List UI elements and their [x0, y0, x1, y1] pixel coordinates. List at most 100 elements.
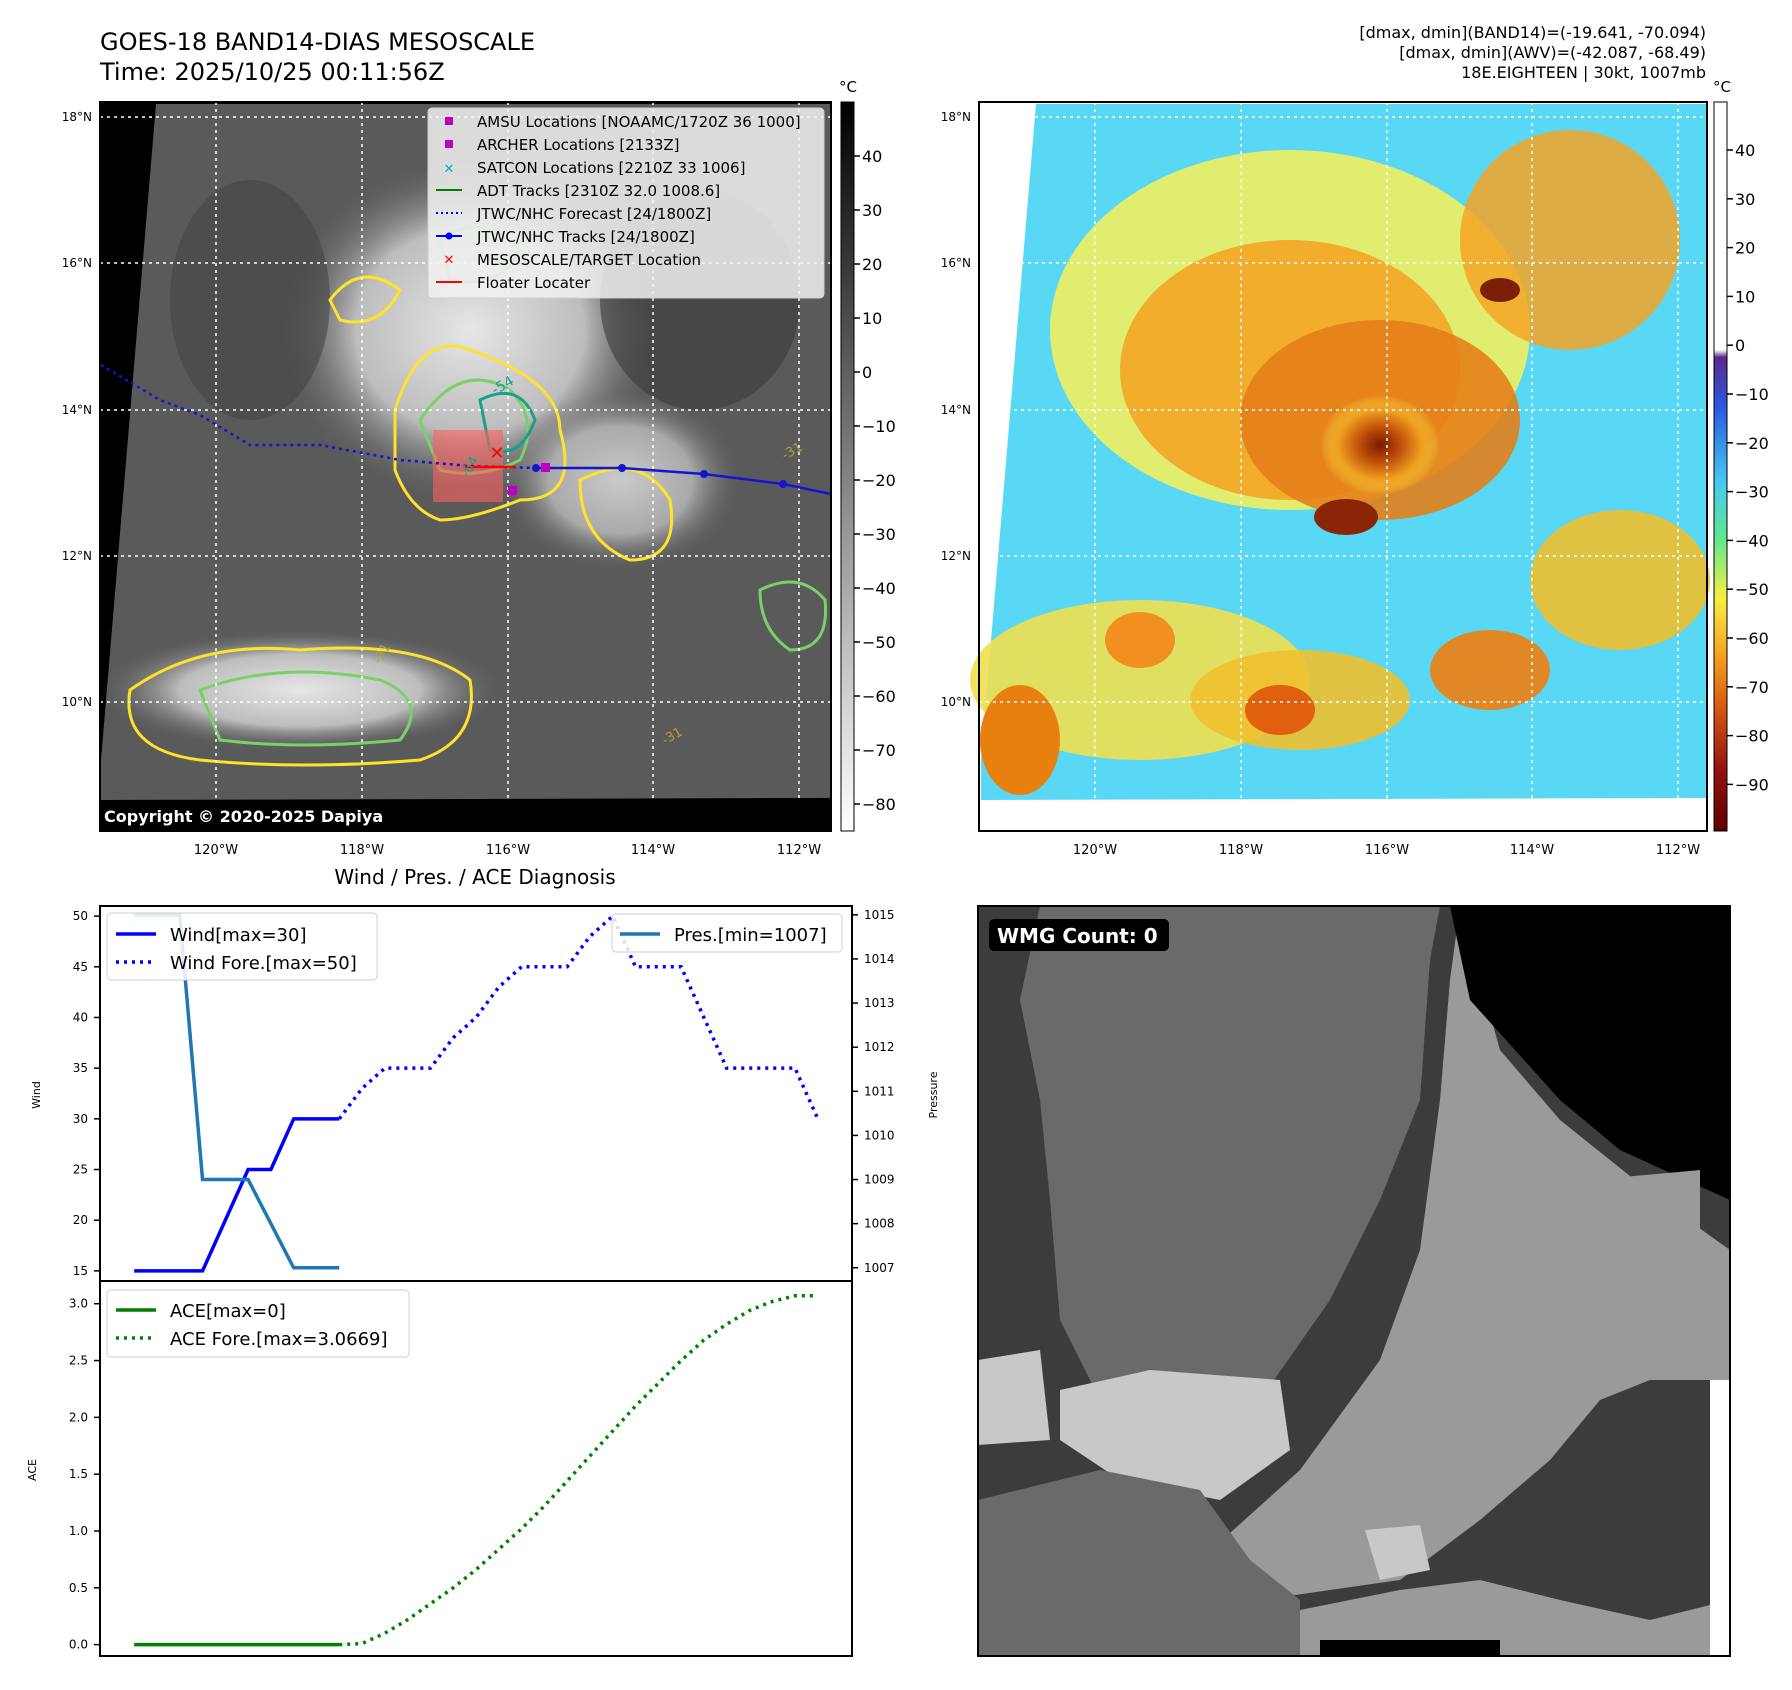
- legend-label-tracks: JTWC/NHC Tracks [24/1800Z]: [476, 228, 695, 246]
- svg-text:°C: °C: [839, 78, 857, 96]
- color-colorbar-tick-label: −90: [1735, 775, 1769, 794]
- color-colorbar-tick-label: 20: [1735, 239, 1755, 258]
- legend-marker-satcon: ✕: [444, 162, 455, 177]
- svg-text:114°W: 114°W: [1510, 843, 1554, 858]
- color-colorbar-tick-label: −10: [1735, 385, 1769, 404]
- gray-colorbar-tick-label: −40: [862, 579, 896, 598]
- ace-forecast-series-line: [339, 1294, 818, 1647]
- wind-tick-label: 50: [73, 909, 88, 923]
- legend-label-amsu: AMSU Locations [NOAAMC/1720Z 36 1000]: [477, 113, 801, 131]
- legend-ace-label: ACE[max=0]: [170, 1301, 286, 1322]
- legend-marker-target: ✕: [444, 253, 455, 268]
- svg-text:120°W: 120°W: [1073, 843, 1117, 858]
- svg-text:118°W: 118°W: [1219, 843, 1263, 858]
- wmg-panel: WMG Count: 0: [977, 905, 1731, 1657]
- svg-text:12°N: 12°N: [62, 549, 92, 563]
- svg-text:114°W: 114°W: [631, 843, 675, 858]
- wind-pressure-chart: Wind Pressure 50 45 40 35 30 25 20 15 1015 1014 1…: [30, 905, 940, 1282]
- legend-pres-label: Pres.[min=1007]: [674, 925, 827, 946]
- svg-text:10°N: 10°N: [62, 695, 92, 709]
- gray-colorbar-tick-label: −10: [862, 417, 896, 436]
- color-colorbar-tick-label: 40: [1735, 141, 1755, 160]
- legend-wind-fore-label: Wind Fore.[max=50]: [170, 953, 357, 974]
- color-colorbar-tick-label: −70: [1735, 678, 1769, 697]
- gray-colorbar-tick-label: −80: [862, 795, 896, 814]
- figure-time: Time: 2025/10/25 00:11:56Z: [99, 58, 445, 86]
- awv-map-panel: [970, 101, 1710, 832]
- wind-tick-label: 30: [73, 1112, 88, 1126]
- svg-text:112°W: 112°W: [1656, 843, 1700, 858]
- gray-colorbar-tick-label: 30: [862, 201, 882, 220]
- legend-label-archer: ARCHER Locations [2133Z]: [477, 136, 680, 154]
- pressure-tick-label: 1011: [864, 1084, 895, 1098]
- legend-label-satcon: SATCON Locations [2210Z 33 1006]: [477, 159, 745, 177]
- ace-tick-label: 2.5: [69, 1354, 88, 1368]
- gray-colorbar-tick-label: −20: [862, 471, 896, 490]
- svg-text:10°N: 10°N: [941, 695, 971, 709]
- awv-map-lon-labels: 120°W 118°W 116°W 114°W 112°W: [1073, 843, 1700, 858]
- color-colorbar-tick-label: −40: [1735, 531, 1769, 550]
- svg-text:116°W: 116°W: [486, 843, 530, 858]
- color-colorbar-tick-label: −60: [1735, 629, 1769, 648]
- ir-map-panel: ✕ -54 -64 -31 -31 -31 Copyright © 2020-2…: [99, 101, 832, 832]
- archer-marker: [508, 486, 517, 495]
- copyright-text: Copyright © 2020-2025 Dapiya: [104, 807, 383, 826]
- ir-map-lon-labels: 120°W 118°W 116°W 114°W 112°W: [194, 843, 821, 858]
- svg-text:18°N: 18°N: [62, 110, 92, 124]
- color-colorbar-tick-label: −30: [1735, 483, 1769, 502]
- pressure-tick-label: 1012: [864, 1040, 895, 1054]
- legend-ace-fore-label: ACE Fore.[max=3.0669]: [170, 1329, 388, 1350]
- info-band14: [dmax, dmin](BAND14)=(-19.641, -70.094): [1359, 23, 1706, 42]
- ace-tick-label: 3.0: [69, 1297, 88, 1311]
- gray-colorbar-tick-label: 40: [862, 147, 882, 166]
- color-colorbar: °C 40 30 20 10 0 −10 −20 −30 −40 −50 −60 −70 −80 −90: [1713, 78, 1769, 832]
- color-colorbar-tick-label: 0: [1735, 336, 1745, 355]
- color-colorbar-tick-label: −80: [1735, 727, 1769, 746]
- svg-text:12°N: 12°N: [941, 549, 971, 563]
- gray-colorbar: °C 40 30 20 10 0 −10 −20 −30 −40 −50 −60 −70 −80: [839, 78, 896, 832]
- info-awv: [dmax, dmin](AWV)=(-42.087, -68.49): [1399, 43, 1706, 62]
- pressure-tick-label: 1015: [864, 908, 895, 922]
- awv-map-grid: [979, 102, 1707, 831]
- svg-text:120°W: 120°W: [194, 843, 238, 858]
- gray-colorbar-tick-label: 10: [862, 309, 882, 328]
- svg-text:116°W: 116°W: [1365, 843, 1409, 858]
- map-legend: ✕ ✕ AMSU Locations [NOAAMC/1720Z 36 1000…: [427, 107, 825, 299]
- legend-label-adt: ADT Tracks [2310Z 32.0 1008.6]: [477, 182, 720, 200]
- gray-colorbar-tick-label: −70: [862, 741, 896, 760]
- ace-tick-label: 1.0: [69, 1524, 88, 1538]
- amsu-marker: [541, 463, 550, 472]
- color-colorbar-tick-label: 30: [1735, 190, 1755, 209]
- awv-map-lat-labels: 18°N 16°N 14°N 12°N 10°N: [941, 110, 971, 709]
- pressure-tick-label: 1007: [864, 1261, 895, 1275]
- chart-title: Wind / Pres. / ACE Diagnosis: [334, 865, 615, 889]
- svg-text:118°W: 118°W: [340, 843, 384, 858]
- pressure-axis-label: Pressure: [927, 1071, 940, 1118]
- wind-tick-label: 25: [73, 1163, 88, 1177]
- gray-colorbar-tick-label: −60: [862, 687, 896, 706]
- color-colorbar-tick-label: −50: [1735, 580, 1769, 599]
- legend-wind-label: Wind[max=30]: [170, 925, 307, 946]
- pressure-tick-label: 1010: [864, 1128, 895, 1142]
- pressure-tick-label: 1013: [864, 996, 895, 1010]
- gray-colorbar-tick-label: 20: [862, 255, 882, 274]
- wind-series-line: [134, 1117, 340, 1273]
- target-marker: ✕: [489, 443, 504, 464]
- svg-text:18°N: 18°N: [941, 110, 971, 124]
- jtwc-track-points: [532, 464, 787, 488]
- svg-text:°C: °C: [1713, 78, 1731, 96]
- legend-label-target: MESOSCALE/TARGET Location: [477, 251, 701, 269]
- pressure-tick-label: 1008: [864, 1217, 895, 1231]
- svg-text:16°N: 16°N: [941, 256, 971, 270]
- ace-axis-label: ACE: [26, 1459, 39, 1481]
- ace-chart: ACE 3.0 2.5 2.0 1.5 1.0 0.5 0.0 ACE[max=0] ACE…: [26, 1280, 853, 1657]
- pressure-tick-label: 1009: [864, 1173, 895, 1187]
- jtwc-forecast-line: [100, 363, 537, 470]
- color-colorbar-tick-label: −20: [1735, 434, 1769, 453]
- pressure-tick-label: 1014: [864, 952, 895, 966]
- svg-text:16°N: 16°N: [62, 256, 92, 270]
- wind-tick-label: 20: [73, 1213, 88, 1227]
- wmg-count-label: WMG Count: 0: [997, 924, 1158, 948]
- ace-tick-label: 0.5: [69, 1581, 88, 1595]
